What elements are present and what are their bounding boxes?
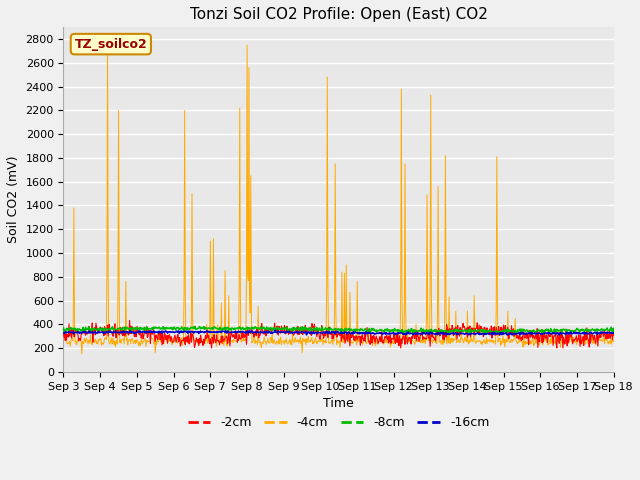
Title: Tonzi Soil CO2 Profile: Open (East) CO2: Tonzi Soil CO2 Profile: Open (East) CO2 — [189, 7, 488, 22]
Y-axis label: Soil CO2 (mV): Soil CO2 (mV) — [7, 156, 20, 243]
Text: TZ_soilco2: TZ_soilco2 — [74, 37, 147, 50]
Legend: -2cm, -4cm, -8cm, -16cm: -2cm, -4cm, -8cm, -16cm — [183, 411, 494, 434]
X-axis label: Time: Time — [323, 397, 354, 410]
